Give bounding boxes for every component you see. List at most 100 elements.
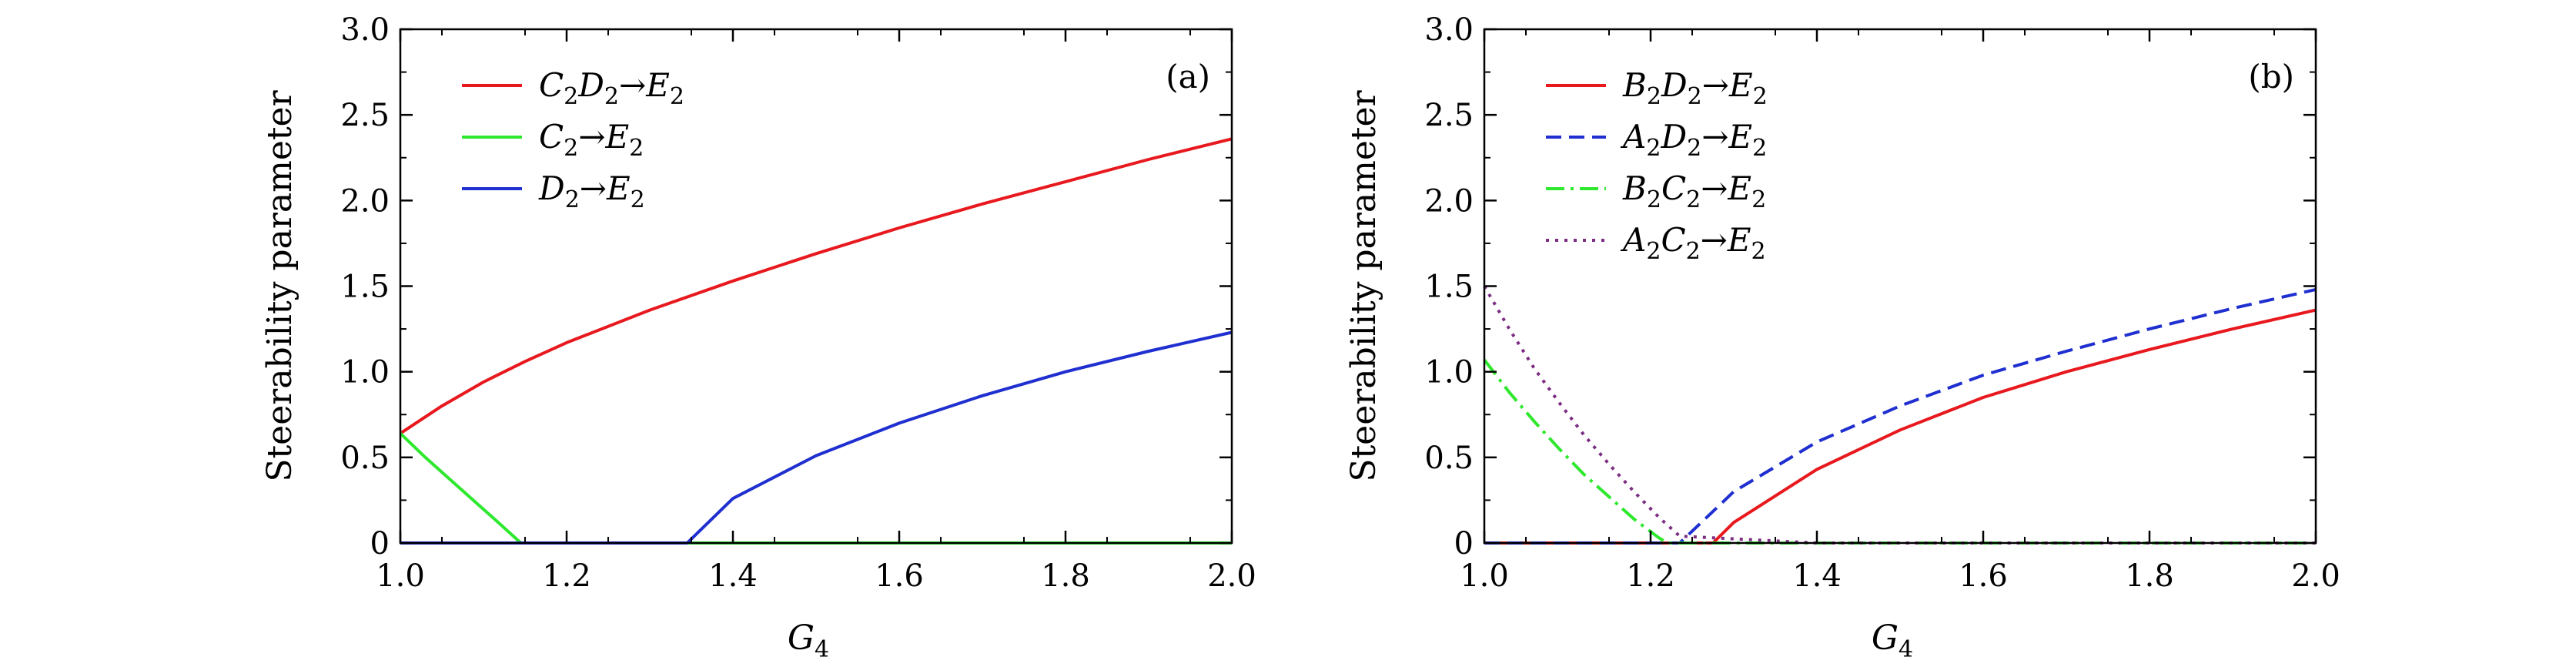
y-tick-label: 3.0 bbox=[1424, 12, 1474, 48]
x-axis-label: G4 bbox=[1872, 618, 1913, 663]
x-axis-label: G4 bbox=[788, 618, 829, 663]
x-tick-label: 1.2 bbox=[542, 558, 591, 594]
y-tick-label: 2.0 bbox=[340, 183, 390, 219]
legend-text-part: A bbox=[1620, 221, 1646, 259]
legend-text-part: E bbox=[1727, 169, 1751, 207]
y-tick-label: 2.5 bbox=[340, 98, 390, 133]
legend-label-1: C2D2→E2 bbox=[539, 66, 684, 110]
series-line-1 bbox=[399, 137, 1233, 435]
legend-text-part: D bbox=[538, 169, 565, 207]
legend-text-part: E bbox=[1727, 221, 1751, 259]
legend-label-4: A2C2→E2 bbox=[1620, 221, 1766, 265]
legend-text-part: E bbox=[606, 169, 631, 207]
y-tick-label: 0.5 bbox=[1424, 441, 1474, 476]
legend-text-part: B bbox=[1622, 66, 1647, 104]
legend-subscript: 2 bbox=[1686, 238, 1701, 265]
legend-subscript: 2 bbox=[1752, 135, 1767, 162]
legend-text-part: C bbox=[1661, 169, 1686, 207]
x-tick-label: 1.8 bbox=[1041, 558, 1090, 594]
legend-subscript: 2 bbox=[1751, 186, 1766, 213]
x-tick-label: 1.6 bbox=[1959, 558, 2008, 594]
panel-b: 1.0 1.2 1.4 1.6 1.8 2.0 0 0.5 1.0 1.5 2.0 2.5 3.0 Ste… bbox=[1344, 12, 2340, 663]
series-line-1 bbox=[1484, 308, 2317, 545]
legend-text-part: C bbox=[1661, 221, 1685, 259]
legend-label-1: B2D2→E2 bbox=[1622, 66, 1768, 110]
plot-frame bbox=[1483, 28, 2317, 545]
legend-subscript: 2 bbox=[564, 135, 578, 162]
legend-text-part: → bbox=[1701, 118, 1728, 156]
x-axis-label-main: G bbox=[788, 618, 815, 658]
y-tick-label: 0 bbox=[370, 526, 390, 561]
y-tick-label: 3.0 bbox=[340, 12, 390, 48]
series-line-3 bbox=[400, 330, 1233, 545]
x-tick-label: 2.0 bbox=[1207, 558, 1256, 594]
legend-label-2: C2→E2 bbox=[539, 118, 644, 162]
x-tick-label: 2.0 bbox=[2291, 558, 2340, 594]
legend-label-3: D2→E2 bbox=[538, 169, 645, 213]
y-axis-label: Steerability parameter bbox=[1344, 89, 1383, 481]
legend-text-part: → bbox=[578, 118, 605, 156]
x-axis-label-sub: 4 bbox=[815, 636, 829, 663]
series-line-2 bbox=[1484, 287, 2317, 545]
series-line-3 bbox=[1483, 358, 2316, 545]
y-tick-label: 2.5 bbox=[1424, 98, 1474, 133]
legend-text-part: D bbox=[1661, 66, 1688, 104]
legend-subscript: 2 bbox=[604, 83, 619, 110]
legend-text-part: E bbox=[604, 118, 629, 156]
legend-text-part: → bbox=[1701, 221, 1728, 259]
legend-text-part: E bbox=[1728, 118, 1752, 156]
legend-subscript: 2 bbox=[1646, 238, 1661, 265]
legend-text-part: C bbox=[539, 66, 564, 104]
legend-subscript: 2 bbox=[1688, 83, 1702, 110]
legend-text-part: → bbox=[1701, 169, 1728, 207]
x-tick-label: 1.0 bbox=[1460, 558, 1509, 594]
x-axis-label-main: G bbox=[1872, 618, 1899, 658]
x-tick-label: 1.2 bbox=[1626, 558, 1675, 594]
legend-subscript: 2 bbox=[670, 83, 684, 110]
legend-subscript: 2 bbox=[564, 83, 578, 110]
y-tick-label: 0.5 bbox=[340, 441, 390, 476]
x-tick-label: 1.4 bbox=[708, 558, 758, 594]
legend-subscript: 2 bbox=[631, 186, 645, 213]
y-tick-label: 1.5 bbox=[340, 270, 390, 305]
legend-subscript: 2 bbox=[1646, 135, 1661, 162]
legend-subscript: 2 bbox=[1687, 135, 1701, 162]
legend-subscript: 2 bbox=[1647, 83, 1661, 110]
legend-subscript: 2 bbox=[1751, 238, 1766, 265]
plot-frame bbox=[399, 28, 1233, 545]
y-tick-label: 0 bbox=[1454, 526, 1474, 561]
legend-text-part: → bbox=[619, 66, 646, 104]
legend-text-part: D bbox=[1660, 118, 1687, 156]
series-line-2 bbox=[399, 432, 1232, 545]
x-tick-label: 1.6 bbox=[875, 558, 924, 594]
panel-tag: (a) bbox=[1166, 58, 1210, 96]
legend-subscript: 2 bbox=[1686, 186, 1701, 213]
y-tick-label: 2.0 bbox=[1424, 183, 1474, 219]
x-tick-label: 1.4 bbox=[1792, 558, 1842, 594]
legend-text-part: → bbox=[1702, 66, 1729, 104]
panel-tag: (b) bbox=[2248, 58, 2294, 96]
legend-label-3: B2C2→E2 bbox=[1622, 169, 1766, 213]
y-tick-label: 1.0 bbox=[1424, 355, 1474, 390]
x-tick-label: 1.0 bbox=[376, 558, 425, 594]
legend-label-2: A2D2→E2 bbox=[1620, 118, 1767, 162]
legend-subscript: 2 bbox=[1647, 186, 1661, 213]
legend-text-part: B bbox=[1622, 169, 1647, 207]
x-tick-label: 1.8 bbox=[2125, 558, 2174, 594]
legend-subscript: 2 bbox=[1753, 83, 1768, 110]
series-line-4 bbox=[1483, 285, 2316, 545]
legend-text-part: E bbox=[1728, 66, 1753, 104]
y-axis-label: Steerability parameter bbox=[260, 89, 299, 481]
y-tick-label: 1.0 bbox=[340, 355, 390, 390]
legend-text-part: → bbox=[580, 169, 607, 207]
panel-a: 1.0 1.2 1.4 1.6 1.8 2.0 0 0.5 1.0 1.5 2.0 2.5 3.0 Ste… bbox=[260, 12, 1256, 663]
legend-text-part: A bbox=[1620, 118, 1646, 156]
legend-text-part: D bbox=[577, 66, 604, 104]
y-tick-label: 1.5 bbox=[1424, 270, 1474, 305]
legend-subscript: 2 bbox=[629, 135, 644, 162]
legend-text-part: C bbox=[539, 118, 564, 156]
x-axis-label-sub: 4 bbox=[1899, 636, 1913, 663]
legend-text-part: E bbox=[645, 66, 670, 104]
legend-subscript: 2 bbox=[565, 186, 580, 213]
